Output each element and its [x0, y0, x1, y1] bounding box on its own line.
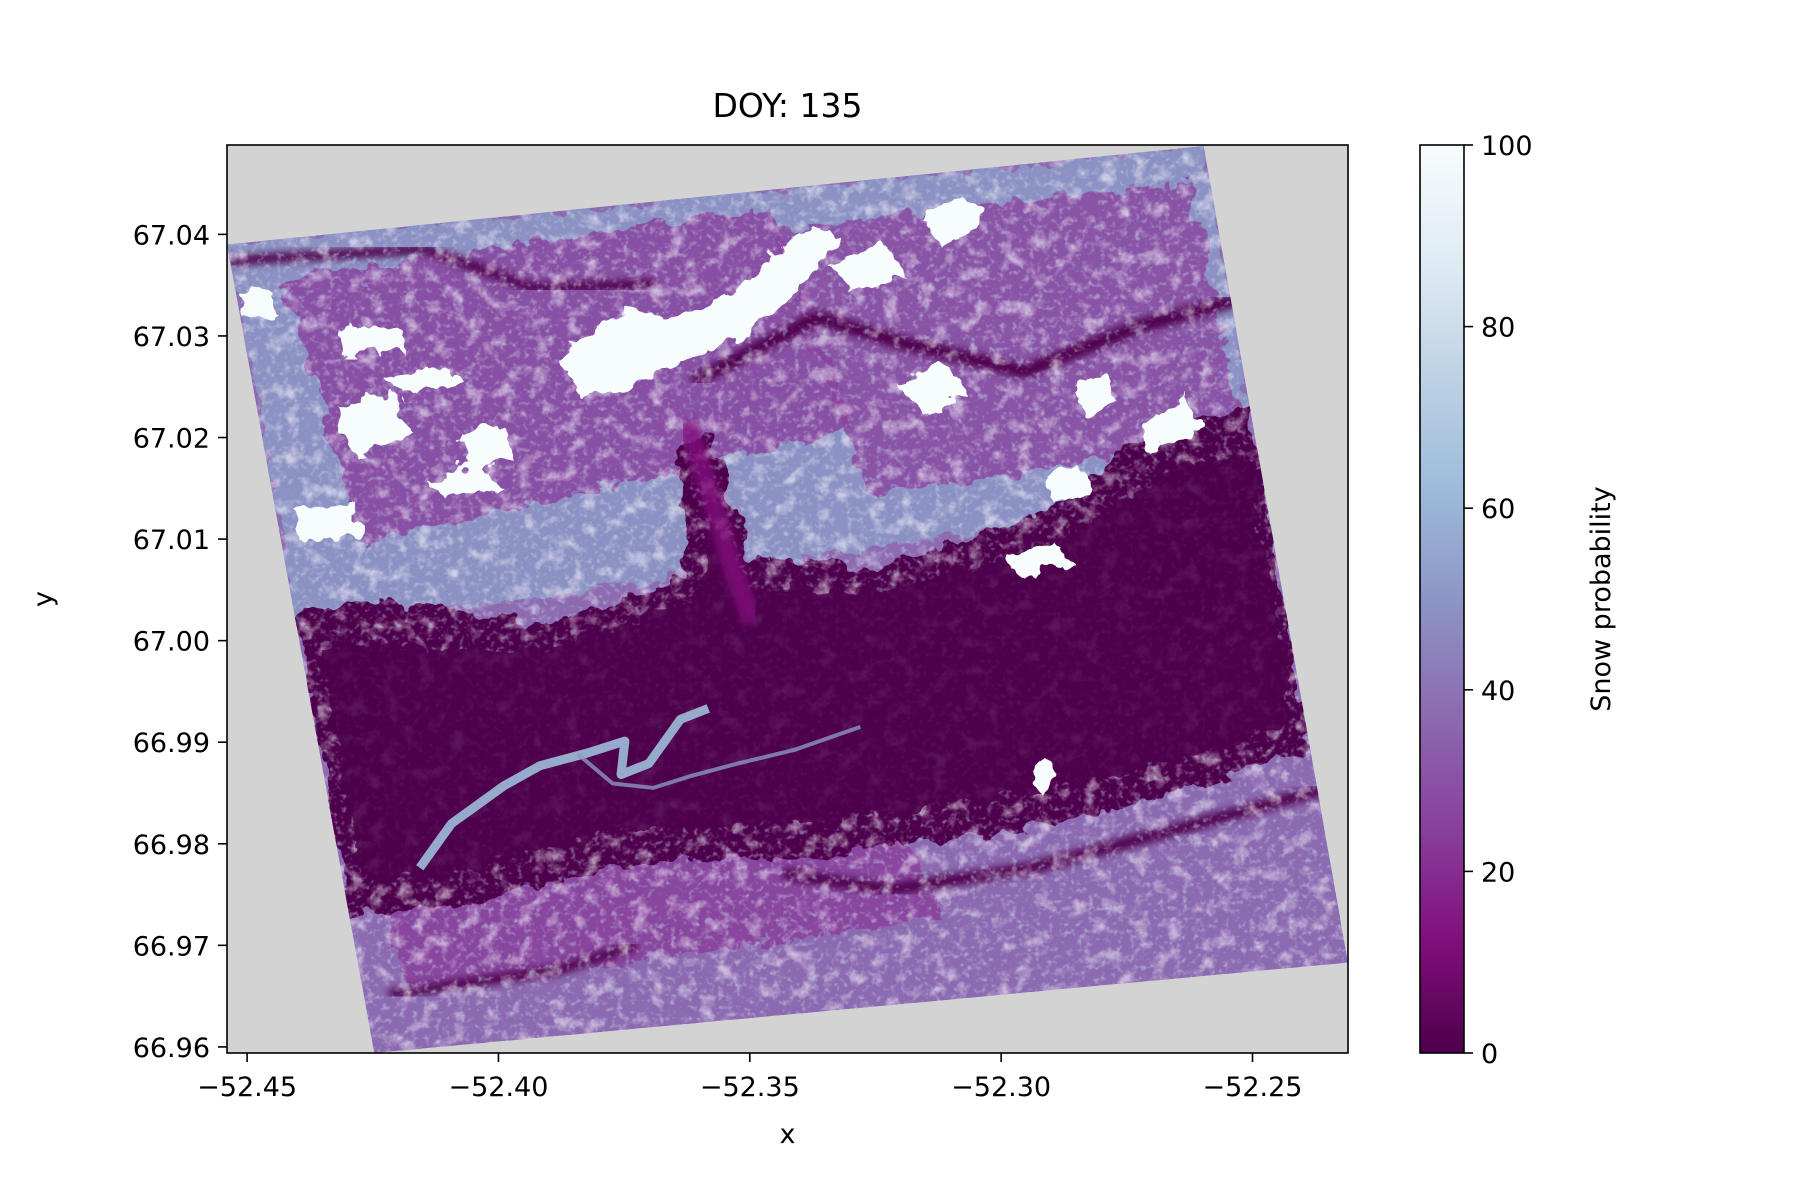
x-axis-label: x — [780, 1119, 796, 1150]
y-axis-label: y — [28, 591, 59, 607]
colorbar-tick-label: 0 — [1481, 1039, 1498, 1070]
snow-patch-6 — [460, 423, 514, 467]
glacier-tongue — [676, 418, 762, 625]
snow-patch-12 — [428, 457, 500, 504]
snow-patch-15 — [1026, 759, 1059, 793]
plot-area — [226, 144, 1349, 1054]
colorbar-tick-label: 40 — [1481, 676, 1515, 707]
snow-patch-2 — [827, 244, 909, 290]
plot-frame — [226, 144, 1349, 1054]
x-axis: −52.45 −52.40 −52.35 −52.30 −52.25 — [197, 1053, 1302, 1103]
colorbar-tick-label: 100 — [1481, 131, 1533, 162]
chart-title: DOY: 135 — [713, 86, 863, 125]
colorbar-ticks: 0 20 40 60 80 100 — [1464, 131, 1533, 1070]
x-tick-label: −52.45 — [197, 1072, 297, 1103]
snow-patch-8 — [1068, 371, 1121, 416]
y-axis: 66.96 66.97 66.98 66.99 67.00 67.01 67.02 67.03… — [133, 220, 227, 1064]
colorbar-gradient — [1419, 144, 1465, 1054]
snow-patch-3 — [336, 392, 411, 455]
snow-patch-1 — [918, 195, 988, 247]
y-tick-label: 66.97 — [133, 931, 210, 962]
y-tick-label: 66.98 — [133, 830, 210, 861]
snow-patch-14 — [342, 325, 406, 357]
snow-patch-0 — [565, 228, 842, 399]
snow-probability-raster — [227, 146, 1348, 1053]
colorbar: 0 20 40 60 80 100 Snow probability — [1419, 131, 1617, 1070]
colorbar-tick-label: 80 — [1481, 313, 1515, 344]
snow-patch-9 — [1134, 396, 1204, 451]
x-tick-label: −52.25 — [1203, 1072, 1303, 1103]
snow-patch-7 — [898, 362, 970, 415]
y-tick-label: 67.00 — [133, 627, 210, 658]
x-tick-label: −52.40 — [448, 1072, 548, 1103]
x-tick-label: −52.35 — [700, 1072, 800, 1103]
colorbar-label: Snow probability — [1586, 486, 1617, 712]
y-tick-label: 67.03 — [133, 322, 210, 353]
y-tick-label: 67.04 — [133, 220, 210, 251]
snow-patch-5 — [295, 503, 360, 542]
y-tick-label: 67.01 — [133, 525, 210, 556]
y-tick-label: 67.02 — [133, 424, 210, 455]
x-tick-label: −52.30 — [951, 1072, 1051, 1103]
y-tick-label: 66.99 — [133, 728, 210, 759]
snow-patch-4 — [390, 362, 462, 400]
snow-patch-10 — [1043, 465, 1096, 501]
colorbar-tick-label: 20 — [1481, 857, 1515, 888]
colorbar-tick-label: 60 — [1481, 494, 1515, 525]
river-channel — [416, 704, 710, 871]
river-branch — [576, 725, 861, 790]
snow-patch-11 — [1008, 542, 1070, 579]
snow-patch-13 — [235, 289, 280, 318]
y-tick-label: 66.96 — [133, 1033, 210, 1064]
